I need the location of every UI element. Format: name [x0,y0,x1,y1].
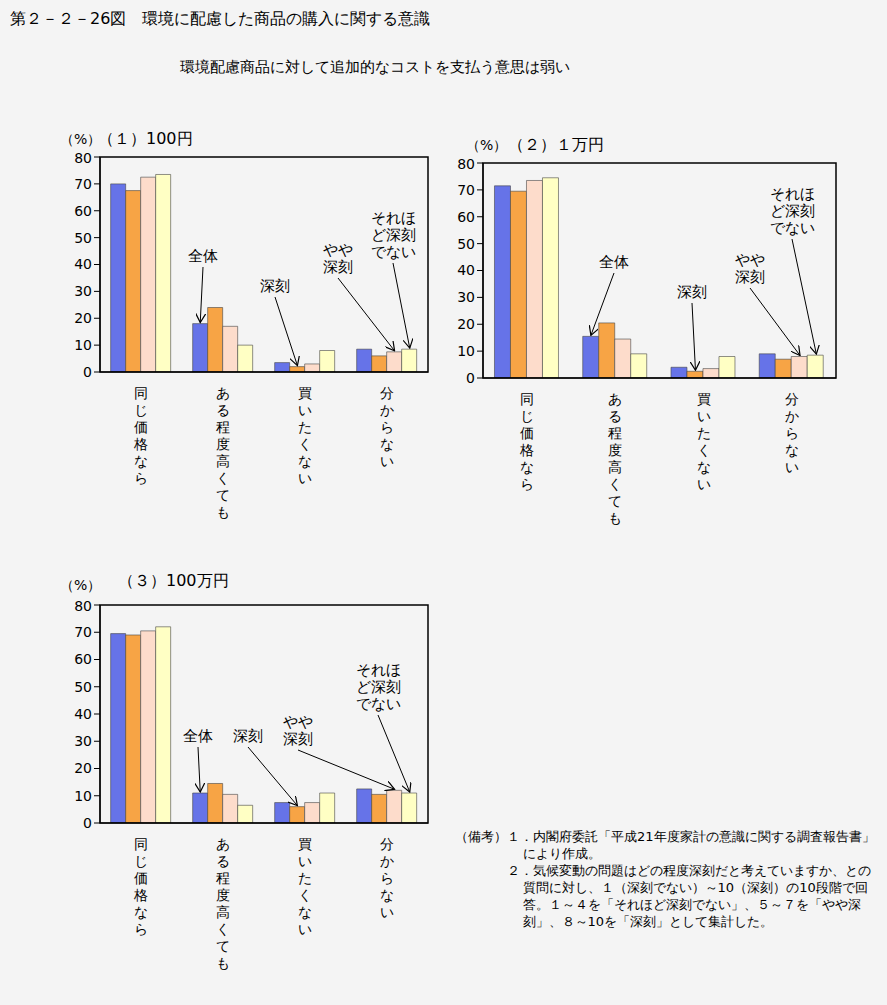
html-text:（備考）１．内閣府委託「平成21年度家計の意識に関する調査報: （備考）１．内閣府委託「平成21年度家計の意識に関する調査報告書」により作成。 [455,829,875,861]
svg-text:同じ価格なら: 同じ価格なら [133,836,148,937]
svg-text:ある程度高くても: ある程度高くても [608,391,622,526]
svg-text:（%）: （%） [466,137,507,153]
svg-text:40: 40 [457,262,475,278]
svg-text:50: 50 [457,236,475,252]
svg-text:同じ価格なら: 同じ価格なら [133,385,148,486]
svg-text:（%）: （%） [60,577,101,593]
svg-text:全体: 全体 [599,253,629,271]
svg-text:買いたくない: 買いたくない [697,391,711,492]
svg-text:（２）１万円: （２）１万円 [508,135,604,154]
svg-text:同じ価格なら: 同じ価格なら [519,391,534,492]
svg-text:30: 30 [74,733,92,749]
svg-text:深刻: 深刻 [233,727,263,745]
svg-text:30: 30 [74,283,92,299]
svg-text:10: 10 [74,337,92,353]
svg-text:10: 10 [457,343,475,359]
svg-text:60: 60 [457,209,475,225]
svg-text:やや深刻: やや深刻 [735,251,765,286]
svg-text:分からない: 分からない [380,385,394,469]
svg-text:全体: 全体 [188,247,218,265]
svg-text:（%）: （%） [60,131,101,147]
svg-text:環境配慮商品に対して追加的なコストを支払う意思は弱い: 環境配慮商品に対して追加的なコストを支払う意思は弱い [180,58,570,76]
svg-text:それほど深刻でない: それほど深刻でない [356,661,401,713]
svg-text:70: 70 [457,182,475,198]
svg-text:買いたくない: 買いたくない [298,836,312,937]
svg-text:（１）100円: （１）100円 [98,129,193,148]
svg-text:やや深刻: やや深刻 [323,241,353,276]
svg-text:深刻: 深刻 [677,283,707,301]
svg-text:分からない: 分からない [785,391,799,475]
svg-text:40: 40 [74,706,92,722]
svg-text:30: 30 [457,289,475,305]
svg-text:80: 80 [457,156,475,172]
svg-text:60: 60 [74,203,92,219]
html-text:２．気候変動の問題はどの程度深刻だと考えていますか、との質問: ２．気候変動の問題はどの程度深刻だと考えていますか、との質問に対し、１（深刻でな… [507,863,871,929]
svg-text:60: 60 [74,651,92,667]
svg-text:分からない: 分からない [380,836,394,920]
svg-text:80: 80 [74,598,92,614]
svg-text:ある程度高くても: ある程度高くても [216,836,230,971]
svg-text:40: 40 [74,256,92,272]
svg-text:80: 80 [74,150,92,166]
svg-text:20: 20 [74,760,92,776]
svg-text:（３）100万円: （３）100万円 [118,571,229,590]
svg-text:やや深刻: やや深刻 [283,713,313,748]
svg-text:20: 20 [457,316,475,332]
svg-text:0: 0 [83,815,92,831]
svg-text:それほど深刻でない: それほど深刻でない [371,209,416,261]
svg-text:70: 70 [74,176,92,192]
svg-text:20: 20 [74,310,92,326]
svg-text:第２－２－26図 環境に配慮した商品の購入に関する意識: 第２－２－26図 環境に配慮した商品の購入に関する意識 [10,9,430,28]
svg-text:0: 0 [466,370,475,386]
svg-text:全体: 全体 [183,727,213,745]
svg-text:10: 10 [74,788,92,804]
svg-text:買いたくない: 買いたくない [298,385,312,486]
svg-text:50: 50 [74,679,92,695]
svg-text:50: 50 [74,230,92,246]
svg-text:それほど深刻でない: それほど深刻でない [770,185,815,237]
svg-text:70: 70 [74,624,92,640]
svg-text:ある程度高くても: ある程度高くても [216,385,230,520]
svg-text:0: 0 [83,364,92,380]
svg-text:深刻: 深刻 [260,277,290,295]
